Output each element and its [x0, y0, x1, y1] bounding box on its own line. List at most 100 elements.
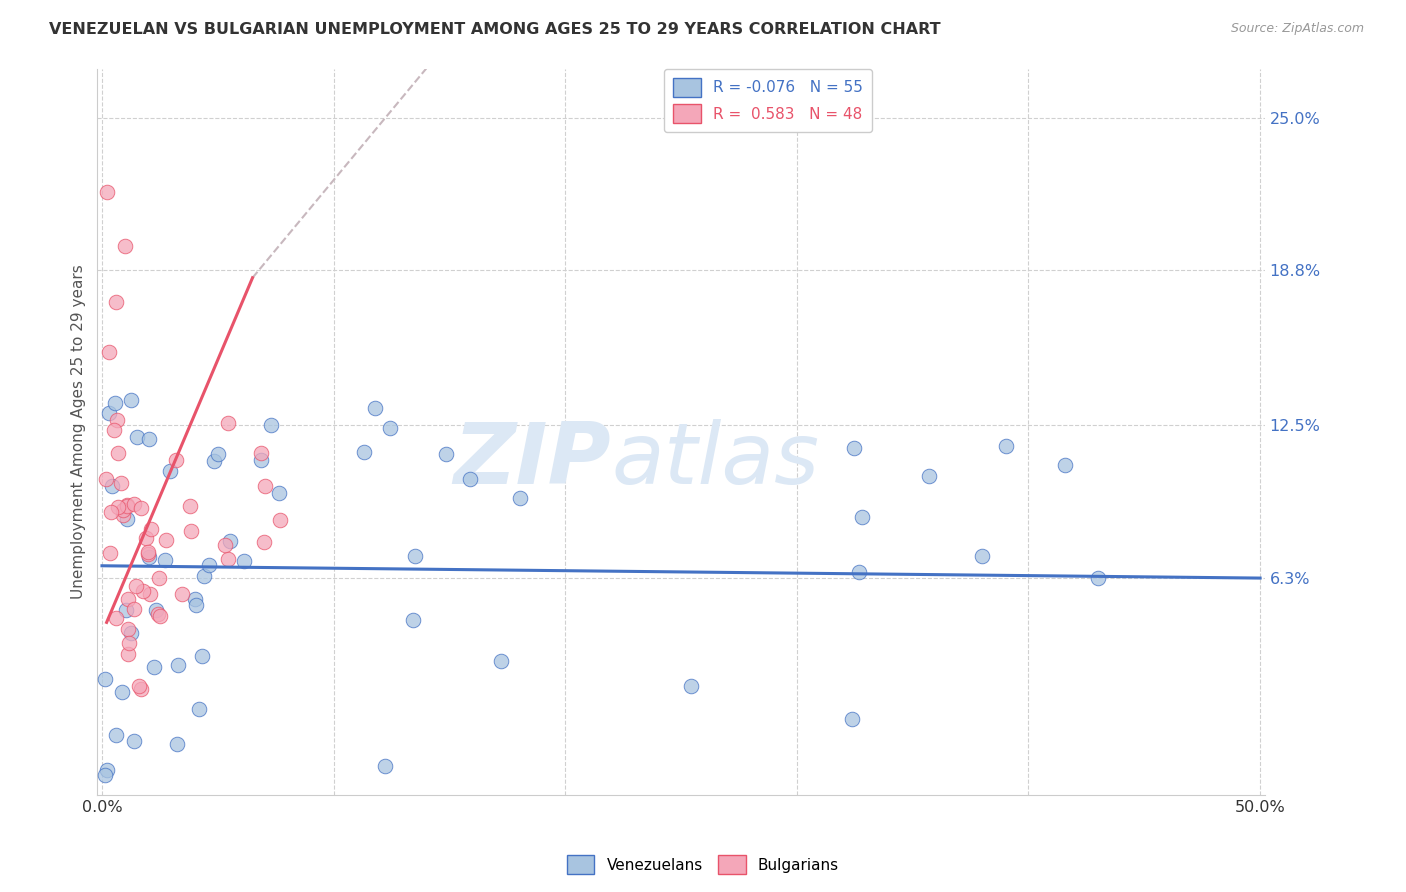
Point [117, 592, 139, 607]
Point [138, 587, 160, 601]
Point [191, 648, 214, 663]
Point [148, 607, 170, 621]
Point [100, 505, 122, 519]
Point [207, 447, 229, 461]
Point [436, 446, 458, 460]
Point [250, 452, 273, 467]
Point [125, 579, 148, 593]
Point [138, 550, 160, 565]
Point [458, 472, 481, 486]
Point [380, 421, 402, 435]
Point [107, 446, 129, 460]
Point [132, 584, 155, 599]
Point [94, 768, 117, 782]
Point [120, 392, 142, 407]
Point [232, 554, 254, 568]
Point [1054, 458, 1077, 472]
Point [149, 609, 172, 624]
Point [129, 682, 152, 697]
Point [848, 565, 870, 579]
Legend: Venezuelans, Bulgarians: Venezuelans, Bulgarians [561, 849, 845, 880]
Point [153, 553, 176, 567]
Point [166, 737, 188, 751]
Point [117, 647, 139, 661]
Text: ZIP: ZIP [453, 419, 612, 502]
Point [122, 497, 145, 511]
Legend: R = -0.076   N = 55, R =  0.583   N = 48: R = -0.076 N = 55, R = 0.583 N = 48 [664, 69, 872, 132]
Point [253, 535, 276, 549]
Point [115, 603, 138, 617]
Point [96, 472, 118, 486]
Point [120, 626, 142, 640]
Point [97, 406, 120, 420]
Point [128, 679, 150, 693]
Point [125, 430, 148, 444]
Point [138, 432, 160, 446]
Point [96, 185, 118, 199]
Point [94, 672, 117, 686]
Point [129, 500, 152, 515]
Point [142, 659, 165, 673]
Point [1087, 571, 1109, 585]
Point [217, 551, 239, 566]
Point [509, 491, 531, 505]
Point [402, 613, 425, 627]
Point [115, 512, 138, 526]
Point [124, 602, 146, 616]
Point [218, 534, 240, 549]
Point [165, 453, 187, 467]
Point [136, 544, 159, 558]
Point [363, 401, 385, 415]
Point [104, 610, 127, 624]
Point [186, 598, 208, 612]
Point [972, 549, 994, 563]
Text: atlas: atlas [612, 419, 818, 502]
Point [269, 513, 291, 527]
Point [115, 499, 138, 513]
Point [404, 549, 426, 564]
Point [353, 445, 375, 459]
Point [172, 587, 194, 601]
Point [267, 485, 290, 500]
Point [135, 531, 157, 545]
Point [218, 417, 240, 431]
Point [842, 442, 865, 456]
Point [995, 439, 1018, 453]
Point [202, 453, 225, 467]
Point [110, 475, 132, 490]
Point [103, 423, 125, 437]
Point [249, 445, 271, 459]
Point [155, 533, 177, 547]
Point [260, 417, 283, 432]
Point [101, 479, 124, 493]
Point [841, 712, 863, 726]
Text: Source: ZipAtlas.com: Source: ZipAtlas.com [1230, 22, 1364, 36]
Y-axis label: Unemployment Among Ages 25 to 29 years: Unemployment Among Ages 25 to 29 years [72, 264, 86, 599]
Point [851, 509, 873, 524]
Point [117, 498, 139, 512]
Point [122, 733, 145, 747]
Point [117, 622, 139, 636]
Point [98, 546, 121, 560]
Point [198, 558, 221, 573]
Point [105, 413, 128, 427]
Point [148, 571, 170, 585]
Point [104, 295, 127, 310]
Point [145, 603, 167, 617]
Point [179, 499, 201, 513]
Point [114, 239, 136, 253]
Point [139, 522, 162, 536]
Point [180, 524, 202, 538]
Point [96, 763, 118, 777]
Point [136, 547, 159, 561]
Text: VENEZUELAN VS BULGARIAN UNEMPLOYMENT AMONG AGES 25 TO 29 YEARS CORRELATION CHART: VENEZUELAN VS BULGARIAN UNEMPLOYMENT AMO… [49, 22, 941, 37]
Point [184, 591, 207, 606]
Point [159, 464, 181, 478]
Point [105, 728, 128, 742]
Point [111, 684, 134, 698]
Point [112, 508, 135, 522]
Point [254, 479, 277, 493]
Point [107, 500, 129, 515]
Point [214, 538, 236, 552]
Point [193, 568, 215, 582]
